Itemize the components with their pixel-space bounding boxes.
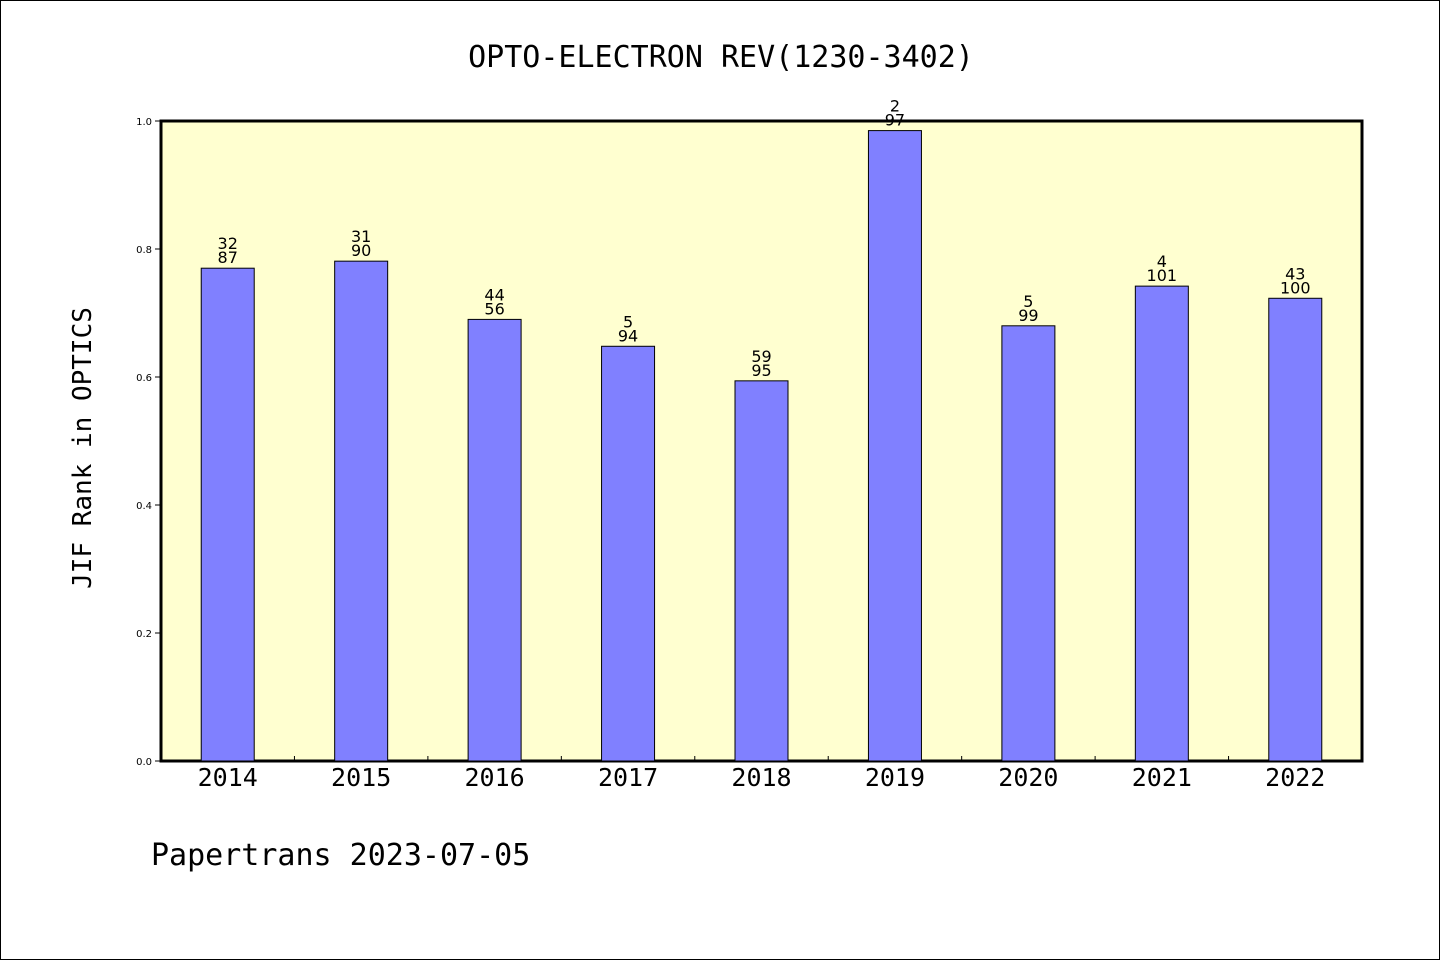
- x-tick-label: 2020: [998, 763, 1058, 792]
- y-axis-label: JIF Rank in OPTICS: [68, 307, 98, 589]
- bar-2022: [1268, 297, 1323, 762]
- y-tick-label: 0.0: [136, 757, 152, 768]
- x-tick-label: 2018: [731, 763, 791, 792]
- x-tick-label: 2017: [598, 763, 658, 792]
- x-tick-label: 2022: [1265, 763, 1325, 792]
- data-label-rank: 5: [1023, 292, 1033, 311]
- bar-2019: [867, 130, 922, 762]
- x-tick-label: 2019: [865, 763, 925, 792]
- data-label-rank: 44: [484, 285, 504, 304]
- chart-title: OPTO-ELECTRON REV(1230-3402): [468, 40, 974, 75]
- y-tick-label: 0.6: [136, 373, 152, 384]
- x-axis-ticks: 2014 2015 2016 2017 2018 2019 2020 2021 2022: [198, 756, 1325, 792]
- data-label-total: 99: [1018, 306, 1038, 325]
- data-label-rank: 5: [623, 312, 633, 331]
- y-tick-label: 1.0: [136, 117, 152, 128]
- data-label-rank: 59: [751, 347, 771, 366]
- data-label-rank: 31: [351, 227, 371, 246]
- x-tick-label: 2021: [1132, 763, 1192, 792]
- x-tick-label: 2016: [465, 763, 525, 792]
- data-label-total: 95: [751, 361, 771, 380]
- x-tick-label: 2014: [198, 763, 258, 792]
- bar-2017: [601, 345, 656, 762]
- data-label-rank: 32: [218, 234, 238, 253]
- y-tick-label: 0.4: [136, 501, 152, 512]
- data-label-total: 90: [351, 241, 371, 260]
- data-label-total: 97: [885, 111, 905, 130]
- data-label-rank: 43: [1285, 264, 1305, 283]
- x-tick-label: 2015: [331, 763, 391, 792]
- y-tick-label: 0.2: [136, 629, 152, 640]
- bar-2018: [734, 380, 789, 762]
- bar-2015: [334, 260, 389, 762]
- data-label-total: 101: [1147, 266, 1178, 285]
- data-label-rank: 4: [1157, 252, 1167, 271]
- data-label-total: 94: [618, 326, 638, 345]
- data-label-total: 56: [484, 299, 504, 318]
- bar-2014: [200, 267, 255, 762]
- footer-credit: Papertrans 2023-07-05: [151, 838, 530, 873]
- bars-group: [200, 130, 1323, 762]
- bar-2016: [467, 318, 522, 762]
- data-label-rank: 2: [890, 97, 900, 116]
- bar-2021: [1134, 285, 1189, 762]
- y-axis-ticks: 0.0 0.2 0.4 0.6 0.8 1.0: [136, 117, 161, 768]
- data-label-total: 87: [218, 248, 238, 267]
- bar-2020: [1001, 325, 1056, 762]
- y-tick-label: 0.8: [136, 245, 152, 256]
- data-label-total: 100: [1280, 278, 1311, 297]
